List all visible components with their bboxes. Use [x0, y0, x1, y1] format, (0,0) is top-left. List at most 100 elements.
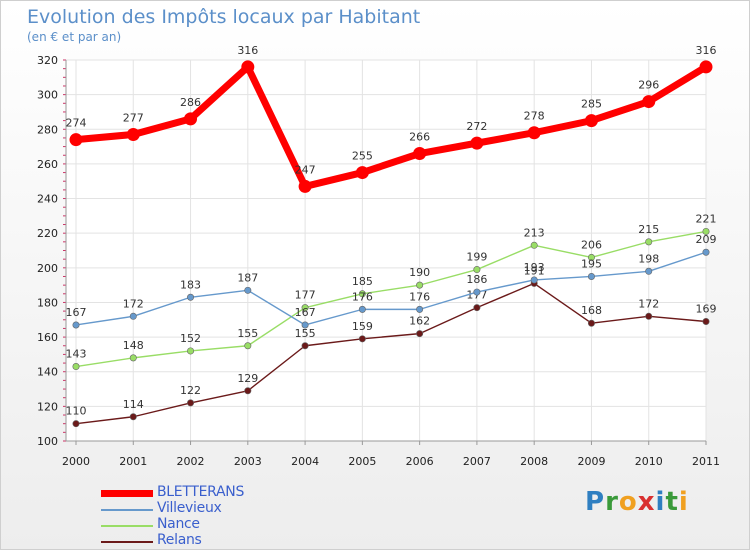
- data-label: 172: [123, 297, 144, 310]
- data-label: 191: [524, 264, 545, 277]
- legend-label: Relans: [157, 532, 202, 548]
- data-point: [358, 290, 366, 298]
- data-point: [187, 399, 195, 407]
- data-label: 129: [237, 372, 258, 385]
- series-bletterans: 274 277 286 316 247 255 266 272 278 285 296 316: [66, 44, 717, 193]
- data-point: [72, 321, 80, 329]
- data-point: [699, 60, 713, 74]
- data-point: [470, 136, 484, 150]
- data-label: 286: [180, 96, 201, 109]
- data-label: 176: [352, 290, 373, 303]
- data-point: [358, 335, 366, 343]
- data-point: [72, 363, 80, 371]
- y-tick-label: 280: [37, 123, 58, 136]
- data-point: [587, 272, 595, 280]
- data-point: [301, 304, 309, 312]
- legend-swatch: [101, 490, 153, 497]
- data-label: 296: [638, 79, 659, 92]
- data-point: [72, 420, 80, 428]
- data-point: [473, 288, 481, 296]
- y-tick-label: 140: [37, 366, 58, 379]
- data-point: [184, 112, 198, 126]
- data-label: 159: [352, 320, 373, 333]
- data-label: 148: [123, 339, 144, 352]
- y-tick-label: 160: [37, 331, 58, 344]
- data-label: 198: [638, 252, 659, 265]
- legend-label: BLETTERANS: [157, 484, 245, 500]
- data-label: 172: [638, 297, 659, 310]
- data-label: 155: [237, 327, 258, 340]
- data-label: 176: [409, 290, 430, 303]
- legend-label: Nance: [157, 516, 200, 532]
- legend-swatch: [101, 509, 153, 511]
- data-label: 272: [466, 120, 487, 133]
- data-point: [645, 312, 653, 320]
- data-label: 185: [352, 275, 373, 288]
- data-label: 183: [180, 278, 201, 291]
- data-label: 114: [123, 398, 144, 411]
- data-point: [584, 114, 598, 128]
- series-line: [75, 230, 707, 368]
- x-tick-label: 2011: [692, 455, 720, 468]
- data-label: 199: [466, 251, 487, 264]
- data-point: [301, 321, 309, 329]
- y-tick-label: 240: [37, 193, 58, 206]
- x-tick-label: 2005: [348, 455, 376, 468]
- x-tick-label: 2009: [577, 455, 605, 468]
- data-point: [530, 241, 538, 249]
- series-relans: 110 114 122 129 155 159 162 177 191 168 172 169: [66, 264, 717, 428]
- y-tick-label: 220: [37, 227, 58, 240]
- series-line: [75, 63, 708, 190]
- data-point: [187, 293, 195, 301]
- data-label: 155: [295, 327, 316, 340]
- data-point: [69, 133, 83, 147]
- data-label: 187: [237, 271, 258, 284]
- data-label: 316: [696, 44, 717, 57]
- logo-letter: i: [678, 487, 689, 517]
- logo-letter: i: [655, 487, 666, 517]
- data-point: [527, 126, 541, 140]
- data-point: [187, 347, 195, 355]
- logo-letter: x: [637, 487, 656, 517]
- data-label: 206: [581, 238, 602, 251]
- legend-swatch: [101, 541, 153, 543]
- data-label: 167: [66, 306, 87, 319]
- data-point: [129, 413, 137, 421]
- data-point: [129, 312, 137, 320]
- data-label: 255: [352, 150, 373, 163]
- data-label: 168: [581, 304, 602, 317]
- data-label: 277: [123, 111, 144, 124]
- data-point: [416, 281, 424, 289]
- data-point: [702, 248, 710, 256]
- data-label: 247: [295, 163, 316, 176]
- y-tick-label: 200: [37, 262, 58, 275]
- data-label: 195: [581, 257, 602, 270]
- logo-letter: r: [605, 487, 619, 517]
- data-label: 221: [696, 212, 717, 225]
- data-point: [413, 147, 427, 161]
- x-tick-label: 2008: [520, 455, 548, 468]
- data-point: [355, 166, 369, 180]
- series-nance: 143 148 152 155 177 185 190 199 213 206 215 221: [66, 212, 717, 371]
- data-point: [358, 305, 366, 313]
- logo-letter: o: [618, 487, 638, 517]
- data-label: 152: [180, 332, 201, 345]
- data-label: 209: [696, 233, 717, 246]
- legend-swatch: [101, 525, 153, 527]
- x-tick-label: 2010: [635, 455, 663, 468]
- data-point: [702, 227, 710, 235]
- data-label: 177: [295, 289, 316, 302]
- data-label: 169: [696, 303, 717, 316]
- data-point: [129, 354, 137, 362]
- data-point: [416, 330, 424, 338]
- x-tick-label: 2007: [463, 455, 491, 468]
- data-point: [473, 266, 481, 274]
- data-label: 213: [524, 226, 545, 239]
- data-label: 190: [409, 266, 430, 279]
- data-point: [530, 276, 538, 284]
- logo-letter: P: [585, 487, 606, 517]
- x-tick-label: 2001: [119, 455, 147, 468]
- data-point: [244, 286, 252, 294]
- x-tick-label: 2006: [406, 455, 434, 468]
